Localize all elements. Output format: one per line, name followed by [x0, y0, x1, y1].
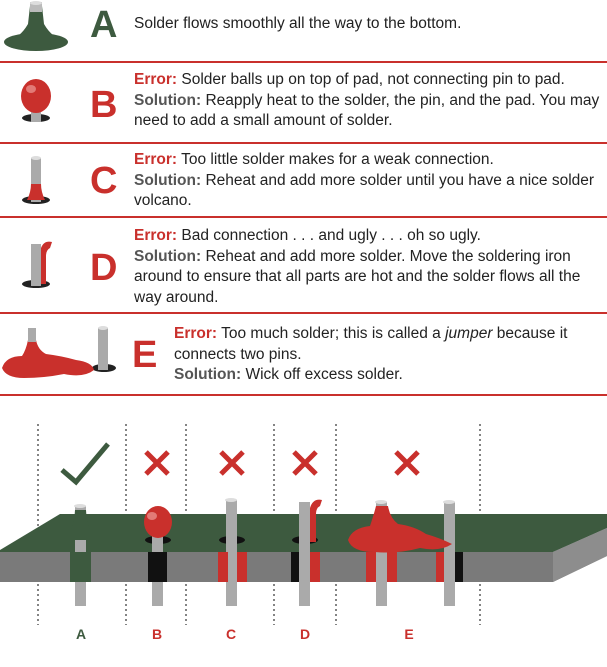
row-e-error-label: Error: — [174, 325, 218, 342]
pin-c — [218, 498, 247, 606]
row-c-solution-label: Solution: — [134, 171, 202, 189]
row-b-solution-label: Solution: — [134, 91, 202, 109]
divider-2 — [0, 142, 607, 144]
row-e-text: Error: Too much solder; this is called a… — [174, 324, 594, 386]
row-c-error: Too little solder makes for a weak conne… — [177, 151, 494, 168]
column-label-c: C — [225, 626, 237, 642]
board-illustration — [0, 424, 607, 625]
check-icon — [60, 442, 110, 486]
row-b-error-label: Error: — [134, 71, 178, 88]
pin-e-left — [366, 502, 397, 606]
row-d-error-label: Error: — [134, 227, 178, 244]
row-c-solution: Reheat and add more solder until you hav… — [134, 171, 595, 210]
solder-good-icon — [4, 1, 68, 51]
pin-d — [291, 499, 322, 606]
solder-jumper-icon — [2, 326, 116, 378]
x-icon-d — [292, 450, 318, 476]
divider-3 — [0, 216, 607, 218]
row-b-solution: Reapply heat to the solder, the pin, and… — [134, 91, 600, 130]
column-label-d: D — [299, 626, 311, 642]
divider-4 — [0, 312, 607, 314]
x-icon-c — [219, 450, 245, 476]
pin-a — [64, 504, 97, 606]
divider-5 — [0, 394, 607, 396]
row-c-letter: C — [90, 160, 118, 202]
column-label-a: A — [75, 626, 87, 642]
row-e-error-post: because it connects two pins. — [174, 325, 568, 363]
row-b-error: Solder balls up on top of pad, not conne… — [177, 71, 565, 88]
solder-bad-connection-icon — [22, 241, 52, 288]
row-e-solution: Wick off excess solder. — [241, 366, 403, 383]
x-icon-b — [144, 450, 170, 476]
jumper-solder — [348, 506, 452, 553]
row-d-text: Error: Bad connection . . . and ugly . .… — [134, 226, 604, 308]
column-label-e: E — [404, 626, 414, 642]
row-d-solution: Reheat and add more solder. Move the sol… — [134, 247, 581, 306]
row-d-solution-label: Solution: — [134, 247, 202, 265]
row-c-error-label: Error: — [134, 151, 178, 168]
row-d-letter: D — [90, 247, 118, 289]
pin-e-right — [436, 500, 463, 606]
row-b-text: Error: Solder balls up on top of pad, no… — [134, 70, 604, 132]
divider-1 — [0, 61, 607, 63]
row-b-letter: B — [90, 84, 118, 126]
row-a-text: Solder flows smoothly all the way to the… — [134, 15, 462, 32]
solder-too-little-icon — [22, 156, 50, 204]
solder-ball-icon — [21, 79, 51, 122]
column-label-b: B — [151, 626, 163, 642]
pin-b — [144, 506, 172, 606]
x-icon-e — [394, 450, 420, 476]
row-e-error-em: jumper — [445, 325, 493, 342]
row-c-text: Error: Too little solder makes for a wea… — [134, 150, 604, 212]
row-e-letter: E — [132, 334, 158, 376]
row-d-error: Bad connection . . . and ugly . . . oh s… — [177, 227, 481, 244]
row-a-letter: A — [90, 4, 118, 46]
row-e-solution-label: Solution: — [174, 366, 242, 383]
row-e-error-pre: Too much solder; this is called a — [217, 325, 446, 342]
